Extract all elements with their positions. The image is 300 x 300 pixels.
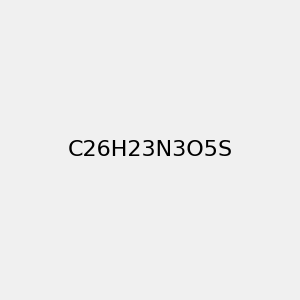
Text: C26H23N3O5S: C26H23N3O5S	[68, 140, 232, 160]
